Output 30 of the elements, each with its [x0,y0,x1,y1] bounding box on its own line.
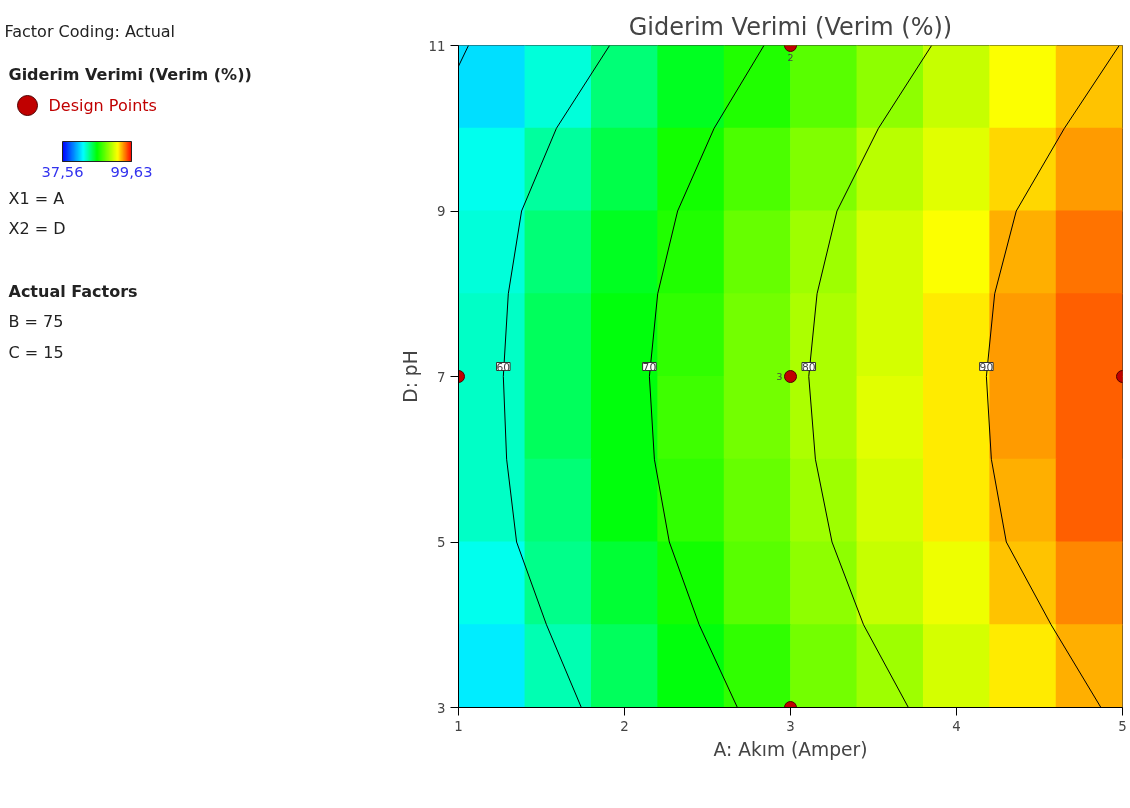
y-tick-label: 3 [437,700,446,716]
y-axis-title: D: pH [399,350,421,403]
point [784,370,797,383]
x-tick-label: 2 [620,718,629,734]
x-tick-label: 1 [454,718,463,734]
x-axis-title: A: Akım (Amper) [713,738,868,760]
y-tick-label: 5 [437,535,446,550]
legend-title: Giderim Verimi (Verim (%)) [8,65,252,84]
text: X2 = D [8,219,66,238]
series-label: 90 [979,360,994,374]
text: Actual Factors [8,282,138,301]
y-tick-label: 9 [437,204,446,219]
chart-title: Giderim Verimi (Verim (%)) [628,12,953,41]
y-tick-label: 7 [437,369,446,385]
legend-label: Design Points [48,96,157,115]
x-tick-label: 4 [952,718,961,734]
series-label: 80 [801,360,816,374]
series-label: 70 [642,360,657,374]
color-bar-label: 99,63 [110,162,153,180]
text: X1 = A [8,189,65,208]
series-label: 60 [496,360,511,374]
x-tick-label: 5 [1118,718,1127,734]
annotation: 2 [787,51,794,63]
text: C = 15 [8,343,64,362]
x-tick-label: 3 [786,718,795,734]
text: B = 75 [8,312,64,331]
annotation: 3 [776,371,783,382]
text: Factor Coding: Actual [4,21,176,41]
color-bar-label: 37,56 [41,162,84,180]
y-tick-label: 11 [428,38,446,54]
